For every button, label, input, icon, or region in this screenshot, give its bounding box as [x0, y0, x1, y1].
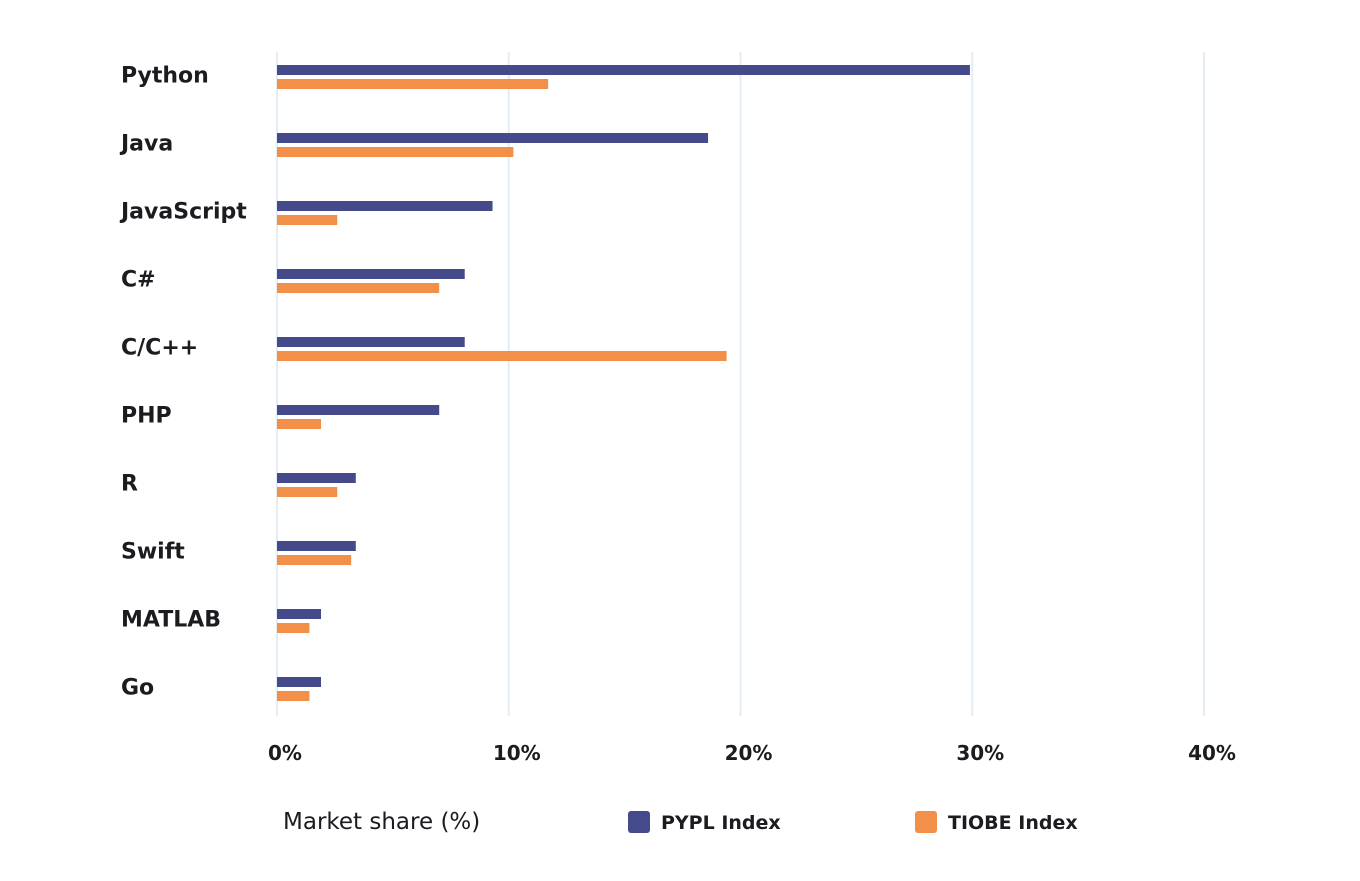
- bar-pypl-index-matlab: [277, 609, 322, 619]
- category-label-javascript: JavaScript: [119, 200, 247, 225]
- gridlines: [276, 52, 1205, 716]
- bar-tiobe-index-r: [277, 487, 338, 497]
- bar-pypl-index-python: [277, 65, 970, 75]
- bar-tiobe-index-c-cplusplus: [277, 351, 727, 361]
- category-label-r: R: [121, 472, 138, 497]
- bar-pypl-index-csharp: [277, 269, 465, 279]
- category-labels: Python Java JavaScript C# C/C++ PHP R Swift MATL…: [119, 64, 247, 701]
- x-axis-title: Market share (%): [283, 809, 480, 835]
- category-label-swift: Swift: [121, 540, 185, 565]
- category-label-c-cplusplus: C/C++: [121, 336, 198, 361]
- category-label-java: Java: [119, 132, 173, 157]
- bar-pypl-index-javascript: [277, 201, 493, 211]
- bar-pypl-index-php: [277, 405, 440, 415]
- bar-pypl-index-r: [277, 473, 356, 483]
- legend-swatch-tiobe-index: [915, 811, 937, 833]
- bar-pypl-index-go: [277, 677, 322, 687]
- x-tick-label-20: 20%: [725, 741, 773, 765]
- legend: Market share (%) PYPL Index TIOBE Index: [283, 809, 1078, 835]
- bar-tiobe-index-csharp: [277, 283, 440, 293]
- x-tick-label-10: 10%: [493, 741, 541, 765]
- category-label-php: PHP: [121, 404, 172, 429]
- legend-swatch-pypl-index: [628, 811, 650, 833]
- bars: [277, 65, 970, 701]
- bar-tiobe-index-swift: [277, 555, 352, 565]
- category-label-go: Go: [121, 676, 154, 701]
- bar-tiobe-index-python: [277, 79, 549, 89]
- legend-label-pypl-index: PYPL Index: [661, 812, 781, 834]
- bar-tiobe-index-java: [277, 147, 514, 157]
- category-label-matlab: MATLAB: [121, 608, 221, 633]
- bar-tiobe-index-go: [277, 691, 310, 701]
- bar-pypl-index-c-cplusplus: [277, 337, 465, 347]
- bar-pypl-index-java: [277, 133, 709, 143]
- category-label-csharp: C#: [121, 268, 156, 293]
- bar-pypl-index-swift: [277, 541, 356, 551]
- category-label-python: Python: [121, 64, 209, 89]
- x-tick-label-30: 30%: [956, 741, 1004, 765]
- x-tick-label-0: 0%: [268, 741, 302, 765]
- bar-tiobe-index-php: [277, 419, 322, 429]
- x-tick-label-40: 40%: [1188, 741, 1236, 765]
- x-tick-labels: 0% 10% 20% 30% 40%: [268, 741, 1236, 765]
- legend-label-tiobe-index: TIOBE Index: [948, 812, 1078, 834]
- bar-tiobe-index-javascript: [277, 215, 338, 225]
- bar-tiobe-index-matlab: [277, 623, 310, 633]
